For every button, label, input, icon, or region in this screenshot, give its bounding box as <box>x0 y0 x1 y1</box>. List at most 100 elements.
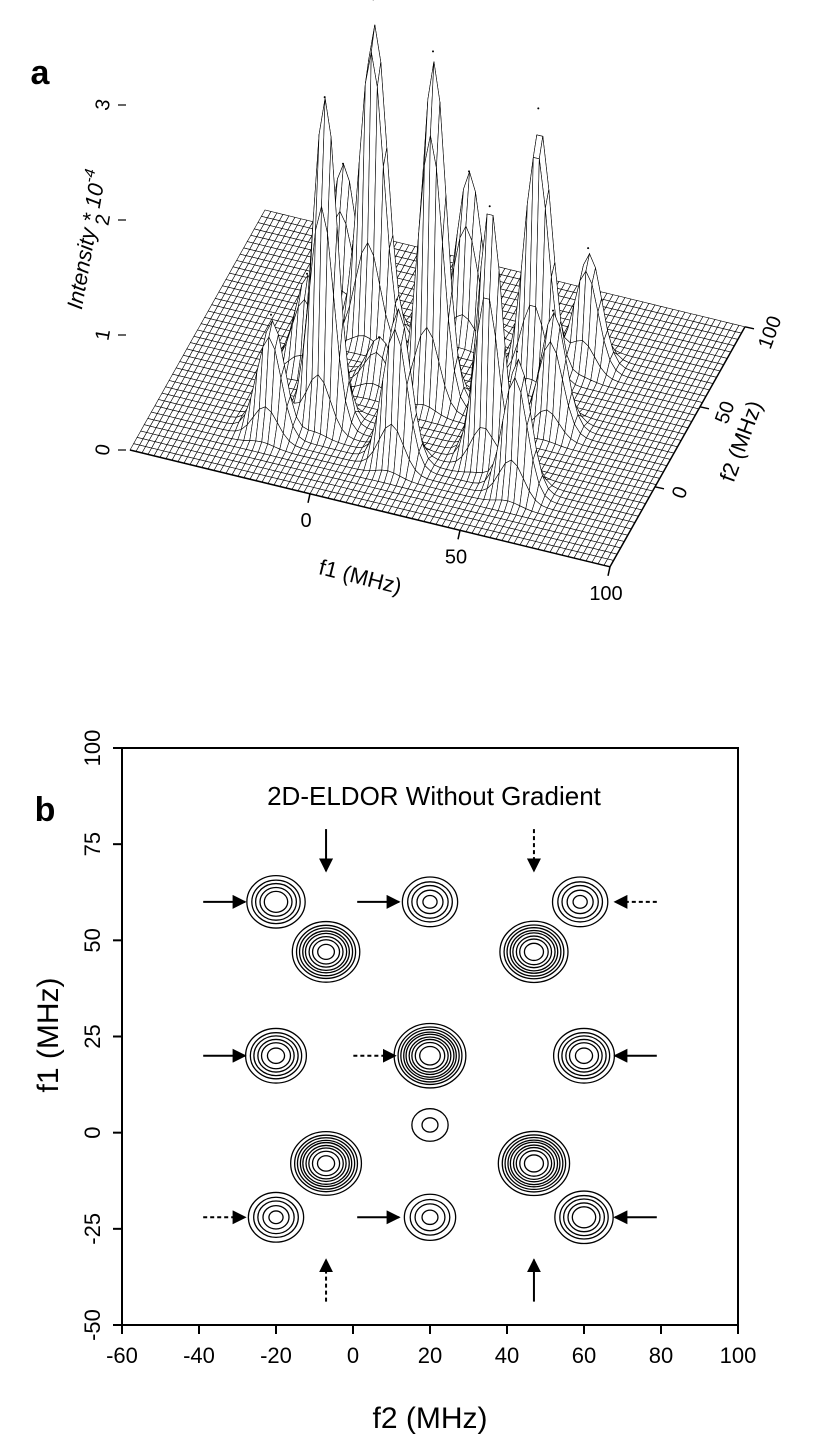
contour-ring <box>246 875 306 929</box>
contour-ring <box>567 1202 601 1233</box>
contour-ring <box>311 1150 341 1177</box>
contour-ring <box>298 927 354 977</box>
contour-ring <box>296 1137 356 1190</box>
contour-ring <box>268 1210 284 1225</box>
contour-ring <box>559 1194 609 1240</box>
contour-ring <box>574 1047 594 1065</box>
x-tick-label: 0 <box>347 1343 359 1368</box>
contour-ring <box>561 884 599 919</box>
contour-ring <box>419 1045 441 1066</box>
contour-ring <box>499 920 569 984</box>
contour-ring <box>317 943 336 961</box>
contour-ring <box>401 876 459 928</box>
contour-ring <box>557 1032 611 1080</box>
peak-apex <box>552 309 554 312</box>
contour-ring <box>501 1134 567 1193</box>
contour-ring <box>562 1198 606 1237</box>
contour-ring <box>552 1027 616 1084</box>
contour-ring <box>572 894 588 909</box>
surface-mesh <box>129 24 746 568</box>
z-tick-label: 3 <box>91 97 115 112</box>
contour-ring <box>408 1036 452 1076</box>
y-tick-label: 50 <box>80 928 105 952</box>
contour-ring <box>565 1038 603 1073</box>
x-tick-label: -40 <box>183 1343 215 1368</box>
contour-ring <box>291 920 361 983</box>
contour-ring <box>504 1136 564 1191</box>
x-axis-label: f1 (MHz) <box>316 554 404 599</box>
x-tick-label: 60 <box>572 1343 596 1368</box>
contour-ring <box>411 1038 449 1073</box>
contour-ring <box>523 1154 545 1173</box>
x-tick-label: 80 <box>649 1343 673 1368</box>
y-tick <box>654 486 665 490</box>
contour-ring <box>403 1031 457 1081</box>
contours <box>244 875 616 1245</box>
contour-ring <box>253 1035 299 1077</box>
surface-plot <box>129 0 746 568</box>
contour-ring <box>503 924 565 980</box>
contour-ring <box>512 932 556 972</box>
y-tick-label: 100 <box>754 313 786 352</box>
contour-ring <box>290 1130 363 1196</box>
contour-ring <box>421 1117 439 1133</box>
contour-ring <box>509 929 559 974</box>
contour-ring <box>557 881 604 923</box>
z-tick-label: 1 <box>91 327 115 342</box>
contour-ring <box>308 1147 344 1180</box>
contour-ring <box>416 889 444 915</box>
contour-ring <box>393 1022 467 1089</box>
contour-ring <box>400 1028 460 1083</box>
contour-ring <box>515 935 553 969</box>
x-tick-label: -20 <box>260 1343 292 1368</box>
contour-ring <box>299 1139 353 1188</box>
contour-ring <box>259 886 293 917</box>
peak-apex <box>587 247 590 250</box>
x-tick <box>457 530 461 540</box>
contour-ring <box>519 938 549 966</box>
contour-ring <box>411 1108 449 1142</box>
chart-title: 2D-ELDOR Without Gradient <box>267 781 602 811</box>
z-tick-label: 2 <box>91 212 115 227</box>
x-tick-label: 100 <box>720 1343 757 1368</box>
contour-ring <box>519 1150 549 1177</box>
contour-ring <box>304 932 348 972</box>
contour-ring <box>244 1027 308 1084</box>
y-tick-label: 0 <box>668 484 692 502</box>
x-axis-label: f2 (MHz) <box>373 1402 488 1435</box>
x-tick-label: 20 <box>418 1343 442 1368</box>
peak-apex <box>468 170 470 173</box>
contour-ring <box>566 889 594 915</box>
x-tick <box>307 493 311 503</box>
contour-ring <box>506 927 562 977</box>
contour-ring <box>551 876 609 928</box>
contour-ring <box>263 890 289 914</box>
y-tick <box>699 406 710 410</box>
contour-ring <box>293 1134 359 1193</box>
contour-ring <box>305 1144 347 1183</box>
contour-ring <box>302 1141 350 1185</box>
z-label-text: Intensity * 10 <box>62 181 109 311</box>
x-tick-label: -60 <box>106 1343 138 1368</box>
contour-ring <box>422 894 438 909</box>
contour-ring <box>512 1144 556 1183</box>
z-tick-label: 0 <box>91 442 115 457</box>
contour-ring <box>554 1190 614 1245</box>
y-tick-label: 100 <box>80 730 105 767</box>
contour-ring <box>257 1200 295 1235</box>
peak-apex <box>378 336 380 339</box>
z-axis-label: Intensity * 10-4 <box>58 168 111 311</box>
peak-apex <box>270 313 272 316</box>
contour-ring <box>260 1042 292 1070</box>
x-tick-label: 0 <box>300 510 311 532</box>
y-tick-label: 75 <box>80 832 105 856</box>
contour-ring <box>254 882 298 921</box>
peak-apex <box>323 96 326 99</box>
x-tick-label: 100 <box>589 583 622 605</box>
y-tick-label: -25 <box>80 1213 105 1245</box>
contour-ring <box>262 1204 290 1230</box>
contour-ring <box>257 1038 295 1073</box>
y-tick-label: -50 <box>80 1309 105 1341</box>
contour-ring <box>411 884 449 919</box>
contour-ring <box>247 1191 305 1243</box>
